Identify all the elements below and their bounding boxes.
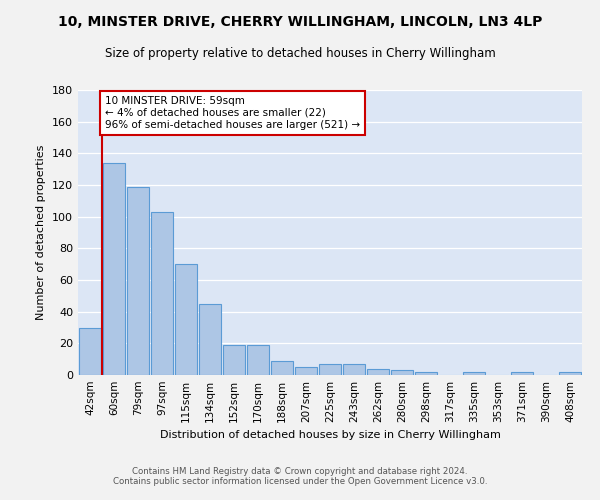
Bar	[247, 345, 269, 375]
Bar	[271, 361, 293, 375]
Text: 10 MINSTER DRIVE: 59sqm
← 4% of detached houses are smaller (22)
96% of semi-det: 10 MINSTER DRIVE: 59sqm ← 4% of detached…	[105, 96, 360, 130]
Text: Size of property relative to detached houses in Cherry Willingham: Size of property relative to detached ho…	[104, 48, 496, 60]
Y-axis label: Number of detached properties: Number of detached properties	[37, 145, 46, 320]
Bar	[199, 304, 221, 375]
Bar	[367, 368, 389, 375]
Bar	[319, 364, 341, 375]
Bar	[391, 370, 413, 375]
Bar	[295, 367, 317, 375]
X-axis label: Distribution of detached houses by size in Cherry Willingham: Distribution of detached houses by size …	[160, 430, 500, 440]
Text: Contains HM Land Registry data © Crown copyright and database right 2024.: Contains HM Land Registry data © Crown c…	[132, 467, 468, 476]
Bar	[175, 264, 197, 375]
Text: 10, MINSTER DRIVE, CHERRY WILLINGHAM, LINCOLN, LN3 4LP: 10, MINSTER DRIVE, CHERRY WILLINGHAM, LI…	[58, 15, 542, 29]
Bar	[223, 345, 245, 375]
Bar	[127, 186, 149, 375]
Bar	[343, 364, 365, 375]
Bar	[79, 328, 101, 375]
Bar	[103, 163, 125, 375]
Bar	[151, 212, 173, 375]
Text: Contains public sector information licensed under the Open Government Licence v3: Contains public sector information licen…	[113, 477, 487, 486]
Bar	[463, 372, 485, 375]
Bar	[559, 372, 581, 375]
Bar	[415, 372, 437, 375]
Bar	[511, 372, 533, 375]
